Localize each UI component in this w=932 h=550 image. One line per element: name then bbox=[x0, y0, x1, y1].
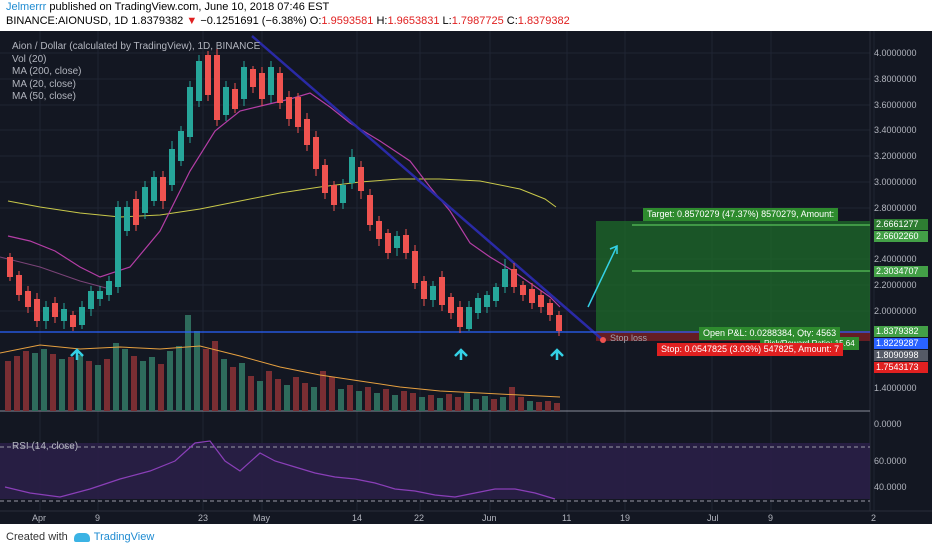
high-value: 1.9653831 bbox=[387, 15, 440, 27]
target-label[interactable]: Target: 0.8570279 (47.37%) 8570279, Amou… bbox=[643, 208, 839, 221]
price-tick: 2.2000000 bbox=[874, 280, 917, 290]
open-pnl-label[interactable]: Open P&L: 0.0288384, Qty: 4563 bbox=[699, 327, 841, 340]
price-change: −0.1251691 (−6.38%) bbox=[200, 15, 307, 27]
volume-ma-line bbox=[0, 344, 561, 398]
time-tick: 9 bbox=[768, 513, 774, 523]
footer-credit: Created with TradingView bbox=[6, 531, 154, 543]
price-tick: 3.2000000 bbox=[874, 151, 917, 161]
price-tick: 3.6000000 bbox=[874, 100, 917, 110]
price-tick: 2.8000000 bbox=[874, 203, 917, 213]
price-tag-target-2: 2.6602260 bbox=[874, 231, 928, 242]
price-tag-ma: 1.8090998 bbox=[874, 350, 928, 361]
open-value: 1.9593581 bbox=[321, 15, 374, 27]
tradingview-brand-link[interactable]: TradingView bbox=[93, 531, 155, 543]
down-arrow-icon: ▼ bbox=[186, 15, 198, 27]
ma200-line bbox=[7, 178, 557, 218]
ohlc-line: BINANCE:AIONUSD, 1D 1.8379382 ▼ −0.12516… bbox=[6, 15, 570, 27]
stop-label[interactable]: Stop: 0.0547825 (3.03%) 547825, Amount: … bbox=[657, 343, 844, 356]
rsi-line bbox=[4, 440, 556, 500]
price-tick: 1.4000000 bbox=[874, 383, 917, 393]
time-tick: 19 bbox=[620, 513, 631, 523]
time-tick: Jun bbox=[482, 513, 497, 523]
time-tick: 9 bbox=[95, 513, 101, 523]
target-zone[interactable] bbox=[596, 221, 870, 331]
price-tag-mid: 2.3034707 bbox=[874, 266, 928, 277]
rsi-label[interactable]: RSI (14, close) bbox=[12, 441, 79, 452]
created-with-text: Created with bbox=[6, 531, 68, 543]
publish-line: Jelmerrr published on TradingView.com, J… bbox=[6, 1, 329, 13]
footer: Created with TradingView bbox=[0, 524, 932, 550]
projection-arrow-icon[interactable] bbox=[587, 244, 618, 308]
trendline[interactable] bbox=[251, 35, 605, 342]
time-tick: May bbox=[253, 513, 271, 523]
chart-area[interactable]: Aion / Dollar (calculated by TradingView… bbox=[0, 31, 932, 524]
candles bbox=[7, 49, 562, 336]
legend-ma50[interactable]: MA (50, close) bbox=[12, 91, 76, 102]
price-tick: 2.4000000 bbox=[874, 254, 917, 264]
time-tick: 23 bbox=[198, 513, 209, 523]
volume-bars bbox=[5, 315, 560, 411]
up-arrow-icon bbox=[70, 348, 84, 360]
legend-ma200[interactable]: MA (200, close) bbox=[12, 66, 82, 77]
rsi-tick: 60.0000 bbox=[874, 456, 907, 466]
legend-vol[interactable]: Vol (20) bbox=[12, 53, 47, 65]
price-tick: 2.0000000 bbox=[874, 306, 917, 316]
close-label: C: bbox=[503, 15, 518, 27]
time-tick: 2 bbox=[871, 513, 877, 523]
low-label: L: bbox=[439, 15, 452, 27]
publish-info: published on TradingView.com, June 10, 2… bbox=[46, 1, 330, 13]
chart-canvas[interactable] bbox=[0, 31, 932, 524]
high-label: H: bbox=[373, 15, 388, 27]
price-tag-stop: 1.7543173 bbox=[874, 362, 928, 373]
time-tick: 14 bbox=[352, 513, 363, 523]
time-tick: Jul bbox=[707, 513, 719, 523]
price-tick: 0.0000 bbox=[874, 419, 902, 429]
symbol-info: BINANCE:AIONUSD, 1D 1.8379382 bbox=[6, 15, 187, 27]
up-arrow-icon bbox=[550, 348, 564, 360]
price-tick: 3.0000000 bbox=[874, 177, 917, 187]
low-value: 1.7987725 bbox=[451, 15, 504, 27]
rsi-tick: 40.0000 bbox=[874, 482, 907, 492]
tradingview-logo-icon[interactable] bbox=[73, 532, 90, 542]
close-value: 1.8379382 bbox=[517, 15, 570, 27]
chart-legend: Aion / Dollar (calculated by TradingView… bbox=[12, 41, 260, 104]
price-tag-target: 2.6661277 bbox=[874, 219, 928, 230]
chart-title: Aion / Dollar (calculated by TradingView… bbox=[12, 41, 261, 52]
stop-loss-text: Stop loss bbox=[610, 333, 648, 343]
price-tag-last: 1.8379382 bbox=[874, 326, 928, 337]
price-tick: 3.4000000 bbox=[874, 125, 917, 135]
price-tag-support: 1.8229287 bbox=[874, 338, 928, 349]
price-tick: 3.8000000 bbox=[874, 74, 917, 84]
ma50-line bbox=[0, 256, 111, 290]
time-tick: 22 bbox=[414, 513, 425, 523]
author-link[interactable]: Jelmerrr bbox=[6, 1, 47, 13]
time-tick: 11 bbox=[562, 513, 572, 523]
publish-header: Jelmerrr published on TradingView.com, J… bbox=[0, 0, 932, 30]
open-label: O: bbox=[306, 15, 322, 27]
price-tick: 4.0000000 bbox=[874, 48, 917, 58]
rsi-band bbox=[0, 443, 870, 499]
stop-loss-marker[interactable] bbox=[600, 337, 606, 343]
up-arrow-icon bbox=[454, 348, 468, 360]
time-tick: Apr bbox=[32, 513, 47, 523]
ma20-line bbox=[7, 92, 561, 308]
legend-ma20[interactable]: MA (20, close) bbox=[12, 78, 76, 90]
